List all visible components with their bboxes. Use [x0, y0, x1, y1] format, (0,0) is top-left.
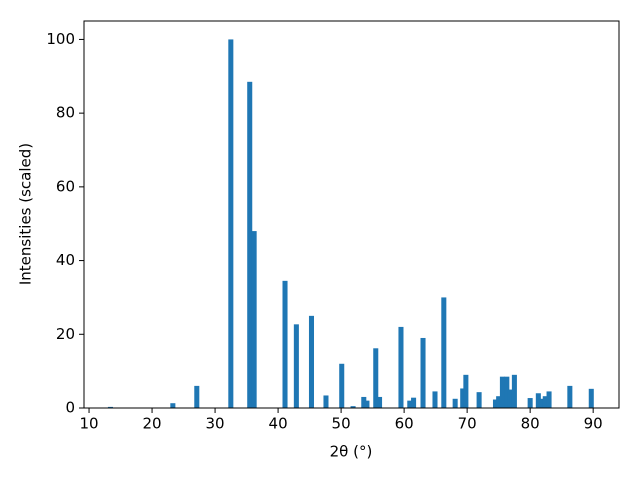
bar — [527, 398, 533, 408]
bar — [194, 385, 200, 408]
bar — [539, 398, 545, 408]
bar — [251, 231, 257, 408]
bar — [170, 403, 176, 408]
bar — [282, 280, 288, 408]
bar — [511, 374, 517, 408]
x-tick-label: 40 — [269, 415, 288, 433]
bar — [364, 400, 370, 408]
y-tick-label: 100 — [46, 30, 75, 48]
bar — [460, 388, 466, 408]
bar — [411, 397, 417, 408]
bar — [377, 396, 383, 408]
bar — [463, 374, 469, 408]
x-tick-label: 20 — [143, 415, 162, 433]
bar — [535, 393, 541, 408]
bar — [507, 389, 513, 408]
y-axis-label: Intensities (scaled) — [17, 143, 35, 285]
y-tick-label: 60 — [56, 177, 75, 195]
bar — [546, 391, 552, 408]
bar — [542, 396, 548, 408]
x-axis-label: 2θ (°) — [330, 443, 373, 461]
y-tick-label: 0 — [65, 399, 75, 417]
bar — [308, 315, 315, 408]
bar — [373, 348, 379, 408]
bar — [441, 297, 447, 408]
bar — [247, 81, 253, 409]
x-tick-label: 30 — [206, 415, 225, 433]
y-tick-label: 80 — [56, 104, 75, 122]
plot-frame — [83, 20, 620, 409]
bar — [588, 388, 594, 408]
bar — [492, 399, 499, 408]
bar — [496, 396, 502, 408]
x-tick-label: 90 — [584, 415, 603, 433]
bar — [323, 395, 329, 408]
bar — [339, 363, 345, 408]
x-tick-label: 50 — [332, 415, 351, 433]
x-tick-label: 10 — [79, 415, 98, 433]
x-tick-label: 80 — [521, 415, 540, 433]
y-tick-label: 40 — [56, 251, 75, 269]
y-tick-label: 20 — [56, 325, 75, 343]
bar — [293, 324, 299, 408]
bar — [567, 385, 573, 408]
bar — [361, 396, 367, 408]
x-tick-label: 70 — [458, 415, 477, 433]
bar — [350, 406, 356, 408]
bar — [476, 392, 482, 408]
bar — [452, 398, 458, 408]
bar — [107, 406, 113, 408]
bar — [407, 400, 413, 408]
bar — [432, 391, 438, 408]
bar — [499, 376, 505, 408]
bar — [420, 337, 426, 408]
bar — [504, 376, 510, 408]
bar — [398, 326, 404, 408]
bar — [228, 39, 234, 409]
x-tick-label: 60 — [395, 415, 414, 433]
